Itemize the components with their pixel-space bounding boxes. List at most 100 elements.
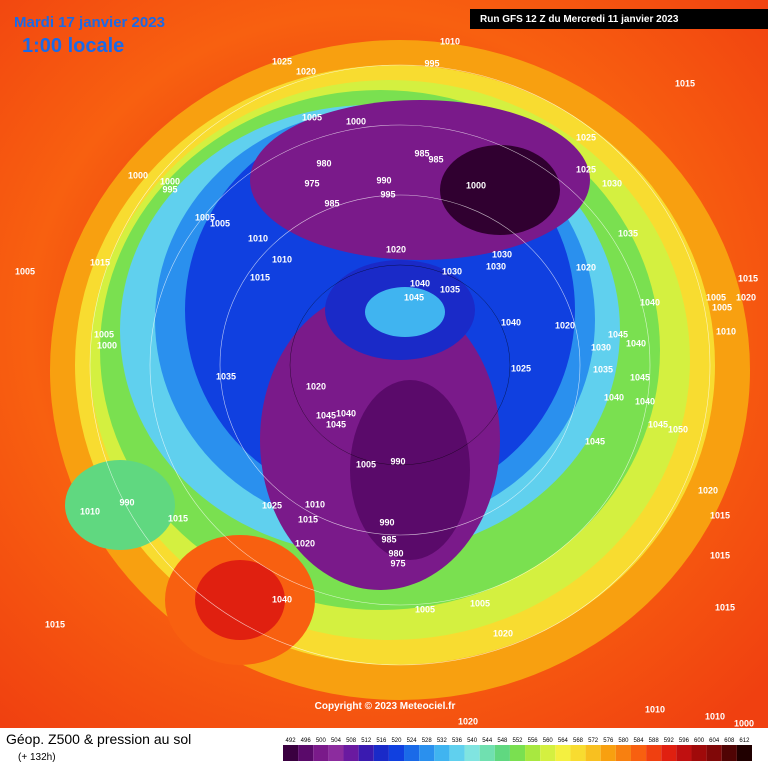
isobar-label: 1005 (15, 266, 35, 276)
isobar-label: 975 (390, 558, 405, 568)
isobar-label: 1010 (705, 711, 725, 721)
isobar-label: 1005 (356, 459, 376, 469)
isobar-label: 1045 (326, 419, 346, 429)
isobar-label: 1005 (94, 329, 114, 339)
isobar-label: 1000 (97, 340, 117, 350)
isobar-label: 1015 (675, 78, 695, 88)
isobar-label: 1010 (248, 233, 268, 243)
isobar-label: 990 (376, 175, 391, 185)
scale-cell (343, 745, 359, 761)
isobar-label: 1020 (576, 262, 596, 272)
scale-cell (434, 745, 450, 761)
isobar-label: 1030 (591, 342, 611, 352)
isobar-label: 1040 (626, 338, 646, 348)
scale-cell (404, 745, 420, 761)
color-scale: 492 496 500 504 508 512 516 520 524 528 532 536 540 5… (283, 738, 752, 761)
isobar-label: 1010 (80, 506, 100, 516)
map (0, 0, 768, 728)
isobar-label: 1020 (698, 485, 718, 495)
isobar-label: 1030 (492, 249, 512, 259)
lead-time: (+ 132h) (18, 752, 56, 763)
run: Run GFS 12 Z du Mercredi 11 janvier 2023 (480, 14, 679, 25)
isobar-label: 975 (304, 178, 319, 188)
scale-cell (373, 745, 389, 761)
product-title: Géop. Z500 & pression au sol (6, 731, 191, 747)
scale-cell (721, 745, 737, 761)
isobar-label: 1015 (710, 510, 730, 520)
scale-label: 532 (437, 738, 448, 744)
isobar-label: 1010 (440, 36, 460, 46)
scale-cell (328, 745, 344, 761)
scale-label: 540 (467, 738, 478, 744)
isobar-label: 1010 (645, 704, 665, 714)
isobar-label: 985 (324, 198, 339, 208)
scale-label: 536 (452, 738, 463, 744)
isobar-label: 1020 (296, 66, 316, 76)
isobar-label: 1035 (216, 371, 236, 381)
scale-label: 504 (331, 738, 342, 744)
scale-cell (630, 745, 647, 761)
scale-label: 608 (724, 738, 735, 744)
isobar-label: 1040 (635, 396, 655, 406)
scale-cell (646, 745, 662, 761)
isobar-label: 1020 (736, 292, 756, 302)
scale-label: 548 (497, 738, 508, 744)
isobar-label: 1020 (386, 244, 406, 254)
scale-label: 612 (739, 738, 750, 744)
scale-label: 492 (286, 738, 297, 744)
scale-label: 568 (573, 738, 584, 744)
scale-cell (555, 745, 571, 761)
isobar-label: 1020 (493, 628, 513, 638)
scale-label: 604 (709, 738, 720, 744)
isobar-label: 1045 (630, 372, 650, 382)
isobar-label: 1045 (648, 419, 668, 429)
isobar-label: 1040 (604, 392, 624, 402)
isobar-label: 990 (390, 456, 405, 466)
scale-label: 528 (422, 738, 433, 744)
isobar-label: 1000 (734, 718, 754, 728)
isobar-label: 1040 (410, 278, 430, 288)
isobar-label: 1015 (45, 619, 65, 629)
isobar-label: 990 (119, 497, 134, 507)
isobar-label: 990 (379, 517, 394, 527)
scale-cell (736, 745, 752, 761)
isobar-label: 1000 (160, 176, 180, 186)
scale-cell (449, 745, 465, 761)
isobar-label: 1025 (262, 500, 282, 510)
scale-label: 524 (407, 738, 418, 744)
isobar-label: 1015 (168, 513, 188, 523)
scale-label: 560 (543, 738, 554, 744)
run-box (470, 9, 768, 29)
isobar-label: 1020 (458, 716, 478, 726)
isobar-label: 1015 (90, 257, 110, 267)
scale-cell (388, 745, 405, 761)
isobar-label: 1025 (576, 132, 596, 142)
isobar-label: 1035 (440, 284, 460, 294)
isobar-label: 980 (388, 548, 403, 558)
scale-label: 592 (664, 738, 675, 744)
scale-cell (313, 745, 329, 761)
isobar-label: 985 (428, 154, 443, 164)
scale-label: 552 (512, 738, 523, 744)
isobar-label: 1040 (272, 594, 292, 604)
scale-label: 564 (558, 738, 569, 744)
isobar-label: 995 (424, 58, 439, 68)
isobar-label: 1000 (466, 180, 486, 190)
isobar-label: 985 (381, 534, 396, 544)
isobar-label: 1000 (346, 116, 366, 126)
scale-cell (661, 745, 677, 761)
isobar-label: 1045 (608, 329, 628, 339)
scale-cell (691, 745, 707, 761)
isobar-label: 1005 (470, 598, 490, 608)
scale-cell (600, 745, 616, 761)
isobar-label: 1010 (305, 499, 325, 509)
isobar-label: 1020 (306, 381, 326, 391)
isobar-label: 1025 (511, 363, 531, 373)
copyright: Copyright © 2023 Meteociel.fr (315, 701, 456, 712)
isobar-label: 1030 (442, 266, 462, 276)
isobar-label: 1005 (706, 292, 726, 302)
isobar-label: 980 (316, 158, 331, 168)
scale-cell (525, 745, 541, 761)
isobar-label: 1015 (710, 550, 730, 560)
